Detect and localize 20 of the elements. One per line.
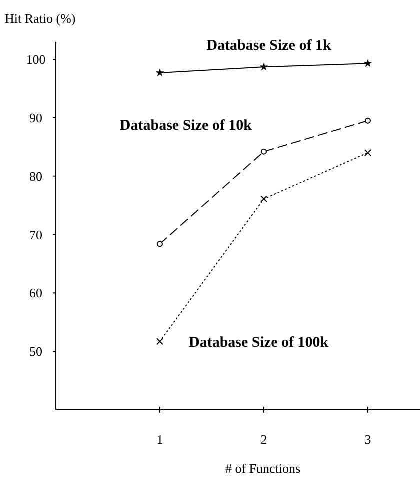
- y-tick-label: 80: [30, 168, 42, 184]
- point: [156, 68, 164, 77]
- y-tick-label: 60: [30, 286, 42, 301]
- series-label: Database Size of 100k: [189, 335, 330, 352]
- y-axis-title: Hit Ratio (%): [5, 11, 76, 26]
- point: [260, 62, 268, 71]
- y-tick-label: 90: [30, 110, 42, 126]
- x-tick-label: 2: [260, 432, 268, 447]
- x-axis-title: # of Functions: [225, 461, 301, 476]
- y-tick-label: 70: [30, 227, 42, 242]
- series-label: Database Size of 10k: [120, 118, 253, 134]
- point: [261, 148, 267, 155]
- point: [364, 59, 372, 68]
- point: [157, 241, 163, 248]
- y-tick-label: 50: [30, 344, 42, 360]
- y-tick-label: 100: [26, 52, 46, 68]
- x-tick-label: 3: [364, 432, 372, 447]
- point: [365, 118, 371, 124]
- series-label: Database Size of 1k: [206, 38, 332, 54]
- x-tick-label: 1: [156, 432, 164, 447]
